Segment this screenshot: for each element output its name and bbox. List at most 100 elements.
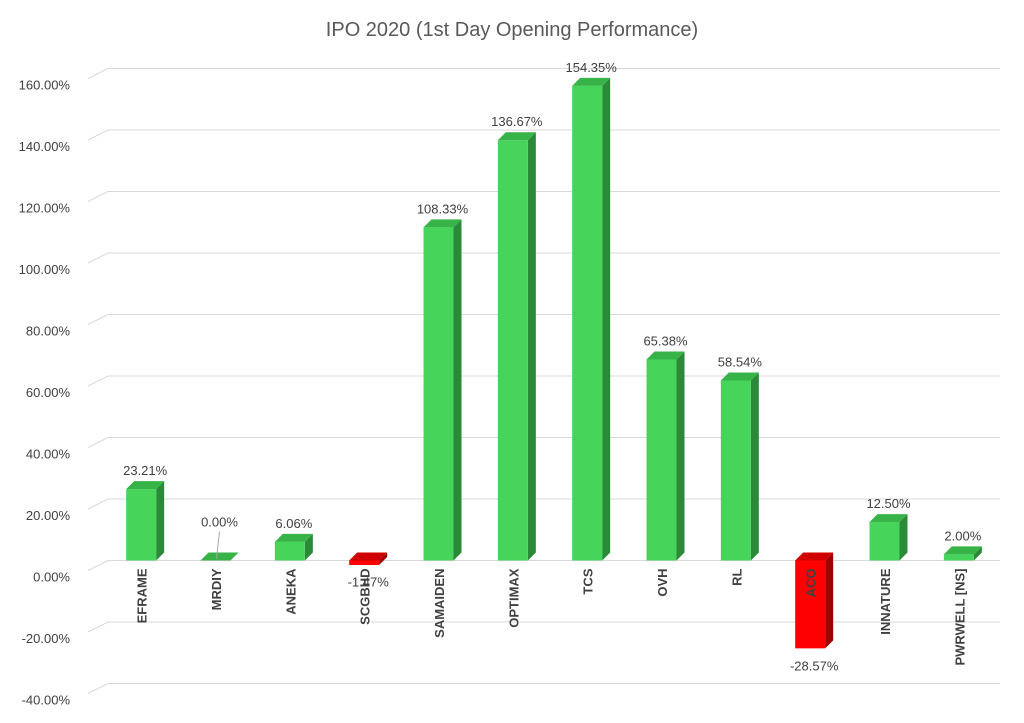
y-tick-label: 140.00% [19, 139, 71, 154]
bar-front [423, 227, 454, 561]
x-tick-label: PWRWELL [NS] [952, 568, 967, 665]
x-tick-label: ANEKA [283, 568, 298, 615]
y-tick-label: 40.00% [26, 447, 71, 462]
bar-side [750, 372, 759, 561]
bar [720, 372, 759, 561]
grid-layer [87, 68, 1000, 694]
gridline [87, 683, 1000, 694]
bar-top [497, 132, 536, 141]
data-label: 136.67% [491, 114, 543, 129]
y-tick-label: 20.00% [26, 508, 71, 523]
y-tick-label: -40.00% [22, 693, 71, 708]
bar-top [126, 481, 165, 490]
data-label: -1.47% [348, 575, 390, 590]
x-tick-label: TCS [581, 568, 596, 594]
gridline [87, 560, 1000, 571]
bar [349, 552, 388, 566]
bar [646, 351, 685, 561]
bar [274, 533, 313, 561]
gridline [87, 375, 1000, 387]
x-tick-label: EFRAME [135, 568, 150, 623]
y-tick-label: 0.00% [33, 570, 70, 585]
gridline [87, 437, 1000, 448]
data-label: 6.06% [275, 516, 312, 531]
data-label: 0.00% [201, 515, 238, 530]
y-tick-label: 80.00% [26, 324, 71, 339]
x-axis-ticks: EFRAME MRDIY ANEKA SCGBHD SAMAIDEN OPTIMAX TCS… [135, 568, 968, 666]
bar-front [126, 489, 157, 561]
bar-top [720, 372, 759, 381]
chart-title: IPO 2020 (1st Day Opening Performance) [326, 19, 698, 41]
bar [869, 514, 908, 561]
y-tick-label: 60.00% [26, 385, 71, 400]
bar-top [869, 514, 908, 523]
bar [497, 132, 536, 561]
gridline [87, 314, 1000, 325]
bar [200, 552, 239, 561]
bar [423, 219, 462, 561]
bar [126, 481, 165, 561]
y-tick-label: 160.00% [19, 78, 71, 93]
bar [795, 552, 834, 649]
bar-top [200, 552, 239, 561]
data-label: 108.33% [417, 201, 469, 216]
bar-side [825, 552, 834, 649]
bar-top [795, 552, 834, 561]
bar [572, 77, 611, 561]
y-axis-ticks: -40.00% -20.00% 0.00% 20.00% 40.00% 60.00% 80.… [19, 78, 71, 708]
gridline [87, 191, 1000, 202]
bar-front [646, 359, 677, 561]
bar-side [156, 481, 165, 561]
x-tick-label: SCGBHD [358, 569, 373, 625]
bar-top [423, 219, 462, 228]
bar-top [349, 552, 388, 561]
y-tick-label: -20.00% [22, 631, 71, 646]
bar-side [899, 514, 908, 561]
data-labels-layer: 23.21% 0.00% 6.06% -1.47% 108.33% 136.67% 154.… [123, 60, 982, 673]
bar-top [943, 546, 982, 555]
y-tick-label: 100.00% [19, 262, 71, 277]
bar-top [274, 533, 313, 542]
data-label-leader [216, 531, 220, 559]
bar-front [349, 560, 380, 566]
x-tick-label: INNATURE [878, 568, 893, 635]
bar-front [720, 380, 751, 561]
gridline [87, 68, 1000, 79]
bar-front [943, 554, 974, 561]
x-tick-label: ACO [804, 569, 819, 598]
data-label: 65.38% [643, 333, 688, 348]
bar-front [869, 522, 900, 561]
x-tick-label: OPTIMAX [506, 568, 521, 628]
data-label: 2.00% [944, 528, 981, 543]
bar-top [572, 77, 611, 86]
data-label: 58.54% [718, 354, 763, 369]
bar-side [676, 351, 685, 561]
bar-front [572, 85, 603, 561]
y-tick-label: 120.00% [19, 201, 71, 216]
data-label: -28.57% [790, 658, 839, 673]
bar-side [379, 552, 388, 566]
x-tick-label: RL [729, 568, 744, 585]
bars-layer [126, 77, 982, 649]
bar-side [453, 219, 462, 561]
bar [943, 546, 982, 561]
data-label: 154.35% [566, 60, 618, 75]
bar-front [497, 140, 528, 561]
gridline [87, 621, 1000, 633]
gridline [87, 129, 1000, 141]
x-tick-label: MRDIY [209, 568, 224, 610]
bar-side [602, 77, 611, 561]
gridline [87, 252, 1000, 264]
bar-front [795, 560, 826, 649]
data-label: 12.50% [866, 496, 911, 511]
bar-side [304, 533, 313, 561]
x-tick-label: OVH [655, 569, 670, 597]
gridline [87, 498, 1000, 510]
bar-front [274, 541, 305, 561]
bar-side [527, 132, 536, 561]
x-tick-label: SAMAIDEN [432, 569, 447, 638]
bar-top [646, 351, 685, 360]
bar-side [973, 546, 982, 561]
